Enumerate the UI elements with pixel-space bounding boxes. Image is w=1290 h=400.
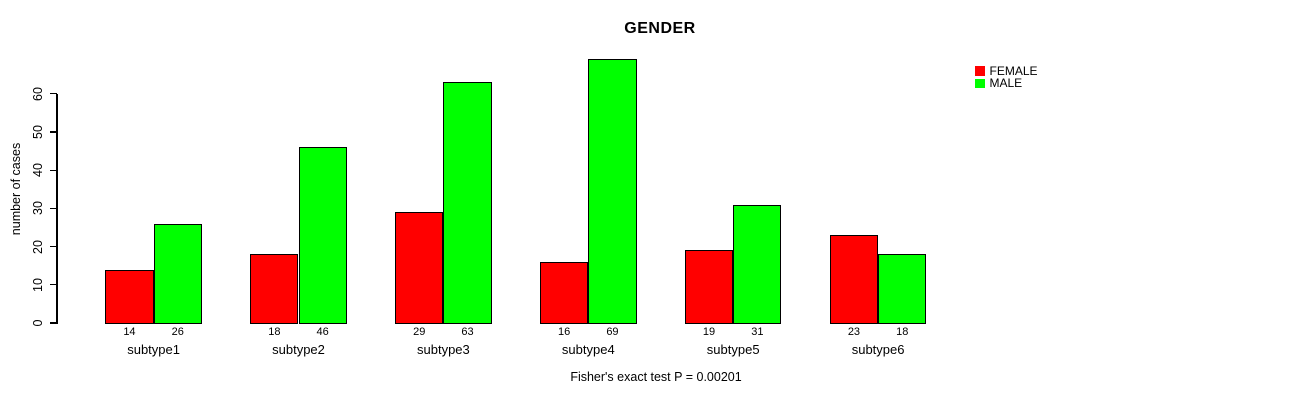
chart-title: GENDER (624, 20, 696, 37)
x-category-label: subtype4 (561, 342, 615, 357)
legend-item-female: FEMALE (975, 65, 1038, 77)
bar-male-subtype1 (153, 223, 202, 324)
bar-female-subtype2 (250, 254, 299, 324)
legend-label: FEMALE (989, 64, 1038, 78)
bar-value-label: 14 (123, 325, 136, 338)
y-axis-tick-label: 20 (31, 239, 45, 254)
bar-value-label: 19 (702, 325, 716, 338)
bar-value-label: 18 (896, 325, 909, 338)
bar-female-subtype1 (105, 269, 154, 324)
bar-male-subtype3 (443, 82, 492, 324)
y-axis-tick-label: 40 (31, 163, 45, 178)
y-axis-tick (50, 169, 57, 171)
bar-male-subtype4 (588, 59, 637, 324)
x-category-label: subtype6 (851, 342, 905, 357)
y-axis-tick (50, 246, 57, 248)
bar-female-subtype6 (829, 235, 879, 324)
x-category-label: subtype2 (272, 342, 325, 357)
y-axis-tick (50, 93, 57, 95)
y-axis-tick-label: 50 (31, 125, 45, 139)
y-axis-tick (50, 322, 57, 324)
bar-value-label: 46 (316, 325, 329, 338)
bar-female-subtype5 (684, 250, 734, 324)
bar-male-subtype6 (878, 254, 927, 324)
y-axis-tick-label: 0 (31, 319, 45, 327)
bar-value-label: 26 (171, 325, 184, 338)
y-axis-tick (50, 207, 57, 209)
bar-value-label: 18 (268, 325, 281, 338)
bar-value-label: 69 (606, 325, 619, 338)
x-category-label: subtype1 (127, 342, 180, 357)
legend-item-male: MALE (975, 76, 1038, 91)
legend: FEMALE MALE (975, 65, 1038, 90)
y-axis-tick (50, 131, 57, 133)
bar-female-subtype3 (395, 212, 444, 324)
bar-male-subtype5 (733, 204, 782, 324)
legend-swatch-male (975, 78, 985, 89)
y-axis-tick (50, 284, 57, 286)
y-axis-tick-label: 10 (31, 277, 45, 292)
bar-value-label: 29 (413, 325, 426, 338)
y-axis-tick-label: 30 (31, 201, 45, 216)
bar-value-label: 31 (751, 325, 764, 338)
bar-male-subtype2 (298, 147, 347, 324)
bar-female-subtype4 (540, 261, 589, 324)
y-axis-tick-label: 60 (31, 86, 45, 101)
bar-value-label: 16 (558, 325, 571, 338)
legend-swatch-female (975, 66, 985, 76)
legend-label: MALE (989, 76, 1023, 91)
x-category-label: subtype5 (706, 342, 760, 357)
bar-value-label: 63 (461, 325, 474, 338)
caption: Fisher's exact test P = 0.00201 (570, 370, 742, 384)
x-category-label: subtype3 (417, 342, 470, 357)
bar-value-label: 23 (847, 325, 861, 338)
